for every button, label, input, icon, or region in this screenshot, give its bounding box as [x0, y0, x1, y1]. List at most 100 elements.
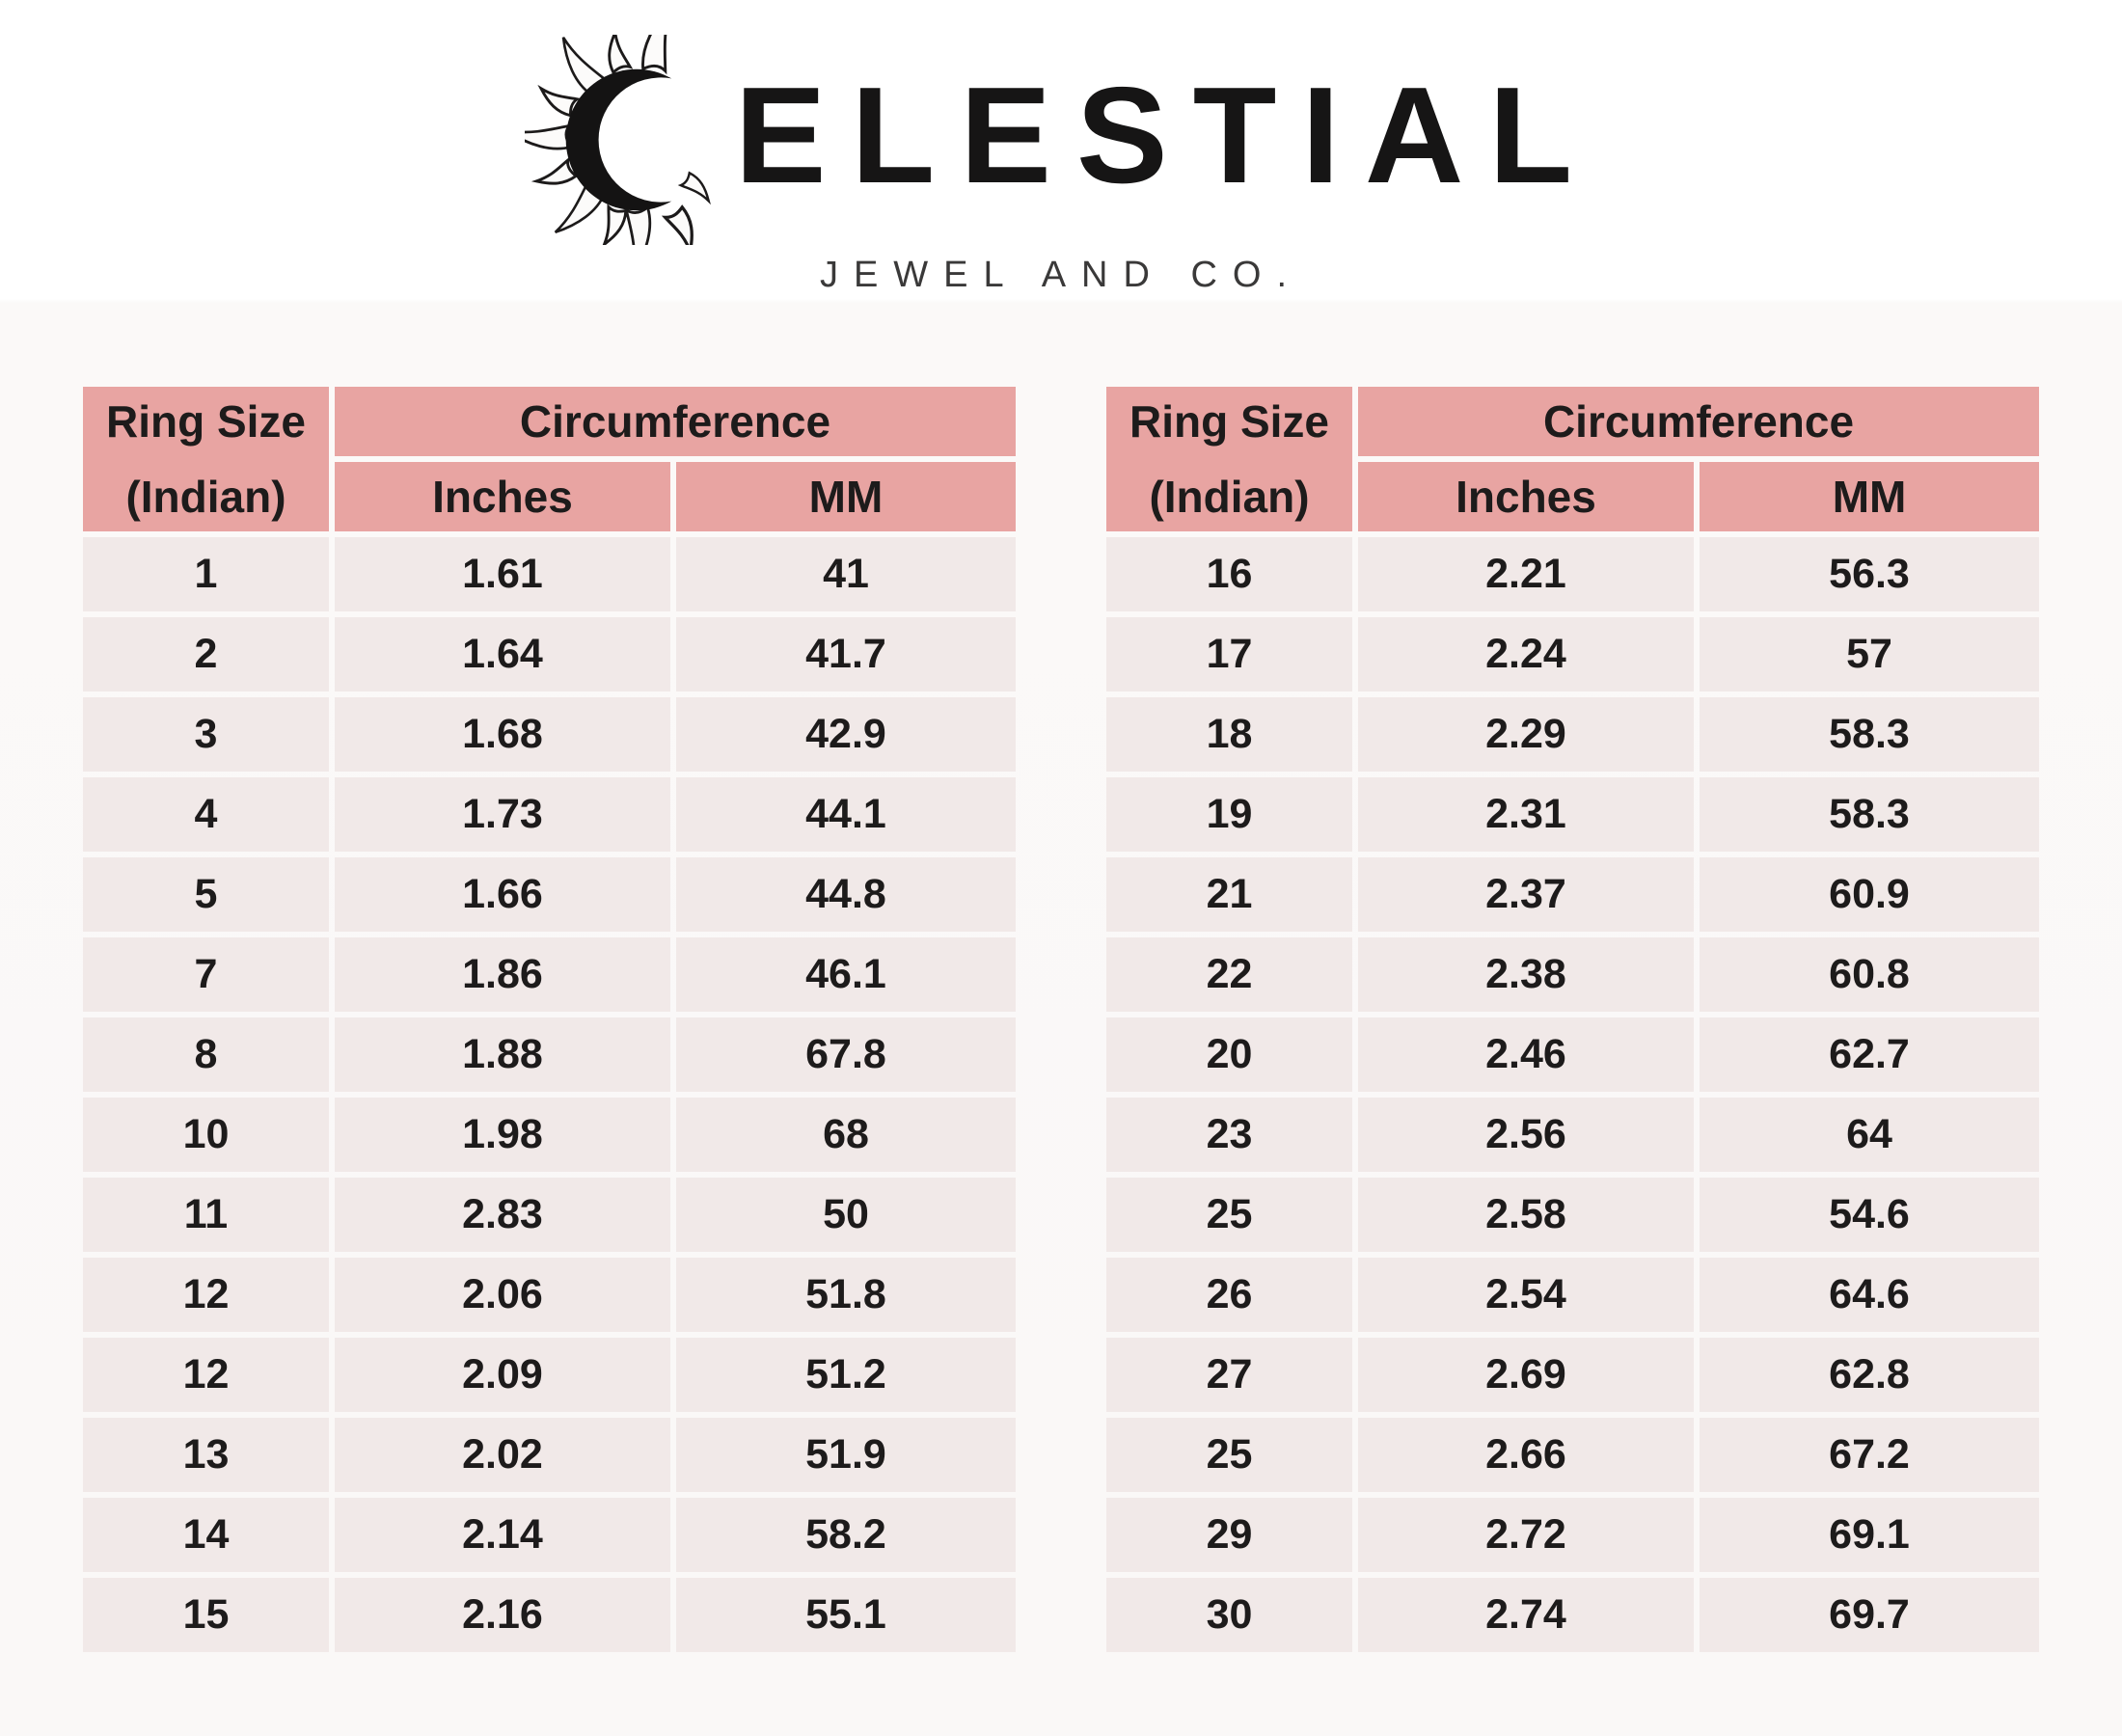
- table-cell: 55.1: [675, 1578, 1016, 1652]
- ring-size-label: Ring Size: [1129, 396, 1330, 447]
- table-cell: 58.3: [1700, 697, 2040, 772]
- table-cell: 2.46: [1358, 1017, 1694, 1092]
- table-row: 21 2.37 60.9: [1106, 857, 2040, 932]
- brand-logo: ELESTIAL: [0, 35, 2122, 245]
- table-row: 29 2.72 69.1: [1106, 1498, 2040, 1572]
- table-row: 15 2.16 55.1: [82, 1578, 1016, 1652]
- table-cell: 2.16: [334, 1578, 670, 1652]
- table-cell: 64.6: [1700, 1258, 2040, 1332]
- table-cell: 60.8: [1700, 937, 2040, 1012]
- table-cell: 2.66: [1358, 1418, 1694, 1492]
- table-cell: 1.64: [334, 617, 670, 692]
- table-cell: 2.21: [1358, 537, 1694, 611]
- circumference-header-cell: Circumference: [1358, 387, 2040, 456]
- ring-size-unit-label: (Indian): [125, 472, 286, 522]
- table-cell: 23: [1106, 1098, 1352, 1172]
- table-cell: 67.8: [675, 1017, 1016, 1092]
- table-cell: 51.8: [675, 1258, 1016, 1332]
- brand-name: ELESTIAL: [734, 59, 1598, 212]
- table-cell: 1.88: [334, 1017, 670, 1092]
- table-cell: 17: [1106, 617, 1352, 692]
- table-cell: 69.1: [1700, 1498, 2040, 1572]
- table-row: 23 2.56 64: [1106, 1098, 2040, 1172]
- table-cell: 25: [1106, 1418, 1352, 1492]
- table-header: Ring Size (Indian) Circumference Inches …: [82, 387, 1016, 531]
- table-cell: 5: [82, 857, 329, 932]
- table-row: 16 2.21 56.3: [1106, 537, 2040, 611]
- table-row: 18 2.29 58.3: [1106, 697, 2040, 772]
- table-cell: 2.74: [1358, 1578, 1694, 1652]
- table-cell: 2.37: [1358, 857, 1694, 932]
- table-cell: 42.9: [675, 697, 1016, 772]
- table-row: 5 1.66 44.8: [82, 857, 1016, 932]
- table-cell: 44.1: [675, 777, 1016, 852]
- table-cell: 30: [1106, 1578, 1352, 1652]
- table-cell: 1.68: [334, 697, 670, 772]
- table-cell: 2.56: [1358, 1098, 1694, 1172]
- table-cell: 1.73: [334, 777, 670, 852]
- table-row: 13 2.02 51.9: [82, 1418, 1016, 1492]
- table-cell: 2.29: [1358, 697, 1694, 772]
- table-cell: 46.1: [675, 937, 1016, 1012]
- table-row: 10 1.98 68: [82, 1098, 1016, 1172]
- table-cell: 2.31: [1358, 777, 1694, 852]
- table-row: 8 1.88 67.8: [82, 1017, 1016, 1092]
- table-row: 26 2.54 64.6: [1106, 1258, 2040, 1332]
- table-body: 16 2.21 56.3 17 2.24 57 18 2.29 58.3 19 2.31 58.3 21…: [1106, 537, 2040, 1652]
- ring-size-chart-page: ELESTIAL JEWEL AND CO. Ring Size (Indian…: [0, 35, 2122, 1658]
- sun-crescent-icon: [524, 35, 717, 245]
- table-cell: 1.98: [334, 1098, 670, 1172]
- table-cell: 10: [82, 1098, 329, 1172]
- table-row: 20 2.46 62.7: [1106, 1017, 2040, 1092]
- table-cell: 41.7: [675, 617, 1016, 692]
- table-cell: 58.2: [675, 1498, 1016, 1572]
- table-header: Ring Size (Indian) Circumference Inches …: [1106, 387, 2040, 531]
- ring-size-table-left: Ring Size (Indian) Circumference Inches …: [77, 381, 1021, 1658]
- ring-size-table-right: Ring Size (Indian) Circumference Inches …: [1101, 381, 2045, 1658]
- table-cell: 50: [675, 1178, 1016, 1252]
- mm-header-cell: MM: [1700, 462, 2040, 531]
- table-cell: 68: [675, 1098, 1016, 1172]
- table-cell: 67.2: [1700, 1418, 2040, 1492]
- table-row: 30 2.74 69.7: [1106, 1578, 2040, 1652]
- table-cell: 2.02: [334, 1418, 670, 1492]
- ring-size-header-cell: Ring Size (Indian): [82, 387, 329, 531]
- table-cell: 7: [82, 937, 329, 1012]
- table-cell: 2.83: [334, 1178, 670, 1252]
- table-cell: 26: [1106, 1258, 1352, 1332]
- table-cell: 1.66: [334, 857, 670, 932]
- table-cell: 11: [82, 1178, 329, 1252]
- table-cell: 21: [1106, 857, 1352, 932]
- table-cell: 1: [82, 537, 329, 611]
- table-cell: 2.72: [1358, 1498, 1694, 1572]
- table-cell: 25: [1106, 1178, 1352, 1252]
- table-row: 14 2.14 58.2: [82, 1498, 1016, 1572]
- table-cell: 13: [82, 1418, 329, 1492]
- table-body: 1 1.61 41 2 1.64 41.7 3 1.68 42.9 4 1.73 44.1 5 1.66 4…: [82, 537, 1016, 1652]
- size-charts: Ring Size (Indian) Circumference Inches …: [0, 381, 2122, 1658]
- circumference-header-cell: Circumference: [334, 387, 1016, 456]
- table-row: 4 1.73 44.1: [82, 777, 1016, 852]
- table-cell: 12: [82, 1258, 329, 1332]
- table-cell: 12: [82, 1338, 329, 1412]
- table-cell: 4: [82, 777, 329, 852]
- table-cell: 20: [1106, 1017, 1352, 1092]
- table-cell: 56.3: [1700, 537, 2040, 611]
- table-row: 12 2.09 51.2: [82, 1338, 1016, 1412]
- table-cell: 58.3: [1700, 777, 2040, 852]
- table-cell: 2.54: [1358, 1258, 1694, 1332]
- table-cell: 69.7: [1700, 1578, 2040, 1652]
- table-cell: 57: [1700, 617, 2040, 692]
- table-cell: 8: [82, 1017, 329, 1092]
- table-row: 1 1.61 41: [82, 537, 1016, 611]
- table-cell: 27: [1106, 1338, 1352, 1412]
- table-cell: 62.8: [1700, 1338, 2040, 1412]
- table-cell: 2.38: [1358, 937, 1694, 1012]
- table-row: 12 2.06 51.8: [82, 1258, 1016, 1332]
- table-cell: 44.8: [675, 857, 1016, 932]
- ring-size-header-cell: Ring Size (Indian): [1106, 387, 1352, 531]
- table-cell: 14: [82, 1498, 329, 1572]
- table-cell: 2.09: [334, 1338, 670, 1412]
- table-row: 3 1.68 42.9: [82, 697, 1016, 772]
- table-row: 25 2.58 54.6: [1106, 1178, 2040, 1252]
